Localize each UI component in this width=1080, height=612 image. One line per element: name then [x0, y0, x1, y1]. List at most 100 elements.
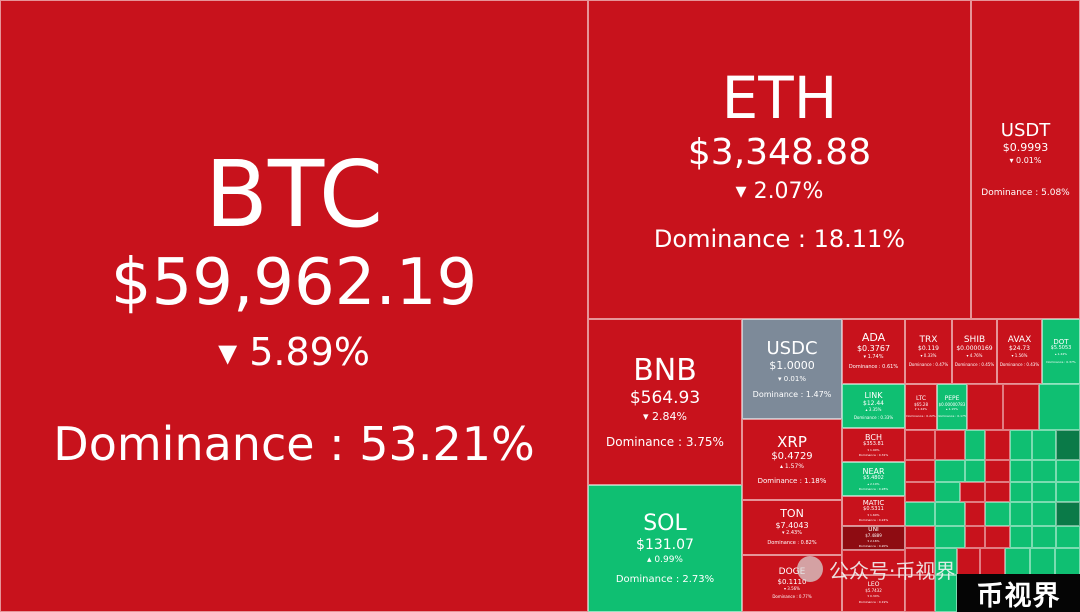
tile-dominance: Dominance : 5.08%	[981, 187, 1070, 198]
tile-dot[interactable]: DOT $5.5053 ▴ 1.44% Dominance : 0.37%	[1042, 319, 1080, 384]
small-coin-tile[interactable]	[1003, 384, 1039, 430]
tile-symbol: MATIC	[862, 499, 885, 508]
tile-symbol: PEPE	[944, 394, 960, 402]
small-coin-tile[interactable]	[985, 460, 1010, 482]
small-coin-tile[interactable]	[935, 526, 965, 548]
tile-symbol: BCH	[865, 432, 882, 442]
small-coin-tile[interactable]	[1056, 526, 1080, 548]
small-coin-tile[interactable]	[1010, 502, 1032, 526]
tile-dominance: Dominance : 0.20%	[858, 544, 889, 549]
small-coin-tile[interactable]	[905, 430, 935, 460]
small-coin-tile[interactable]	[905, 460, 935, 482]
tile-link[interactable]: LINK $12.44 ▴ 3.35% Dominance : 0.33%	[842, 384, 905, 428]
small-coin-tile[interactable]	[980, 548, 1005, 575]
tile-usdt[interactable]: USDT $0.9993 ▾ 0.01% Dominance : 5.08%	[971, 0, 1080, 319]
tile-pepe[interactable]: PEPE $0.00000783 ▴ 1.15% Dominance : 0.17%	[937, 384, 967, 430]
tile-symbol: DOGE	[778, 567, 806, 578]
tile-doge[interactable]: DOGE $0.1110 ▾ 3.56% Dominance : 0.77%	[742, 555, 842, 612]
tile-uni[interactable]: UNI $7.4889 ▾ 2.16% Dominance : 0.20%	[842, 526, 905, 550]
tile-ltc[interactable]: LTC $65.28 ▾ 1.44% Dominance : 0.22%	[905, 384, 937, 430]
tile-xrp[interactable]: XRP $0.4729 ▴ 1.57% Dominance : 1.18%	[742, 419, 842, 500]
tile-dominance: Dominance : 0.77%	[772, 594, 812, 600]
small-coin-tile[interactable]	[1030, 548, 1055, 575]
tile-change: ▴ 0.99%	[647, 554, 683, 565]
small-coin-tile[interactable]	[1010, 460, 1032, 482]
tile-dominance: Dominance : 18.11%	[653, 225, 906, 254]
small-coin-tile[interactable]	[965, 460, 985, 482]
small-coin-tile[interactable]	[985, 502, 1010, 526]
small-coin-tile[interactable]	[1032, 502, 1056, 526]
small-coin-tile[interactable]	[1055, 548, 1080, 575]
tile-price: $0.4729	[771, 450, 813, 462]
tile-symbol: LINK	[864, 391, 883, 401]
small-coin-tile[interactable]	[905, 482, 935, 502]
tile-change: ▾ 4.76%	[966, 352, 983, 358]
small-coin-tile[interactable]	[1032, 430, 1056, 460]
small-coin-tile[interactable]	[965, 526, 985, 548]
small-coin-tile[interactable]	[1032, 460, 1056, 482]
small-coin-tile[interactable]	[960, 482, 985, 502]
tile-price: $5.4802	[863, 474, 884, 481]
small-coin-tile[interactable]	[1039, 384, 1080, 430]
tile-price: $1.0000	[769, 358, 815, 372]
small-coin-tile[interactable]	[1032, 482, 1056, 502]
small-coin-tile[interactable]	[985, 482, 1010, 502]
tile-change: ▴ 1.44%	[1055, 351, 1067, 356]
tile-price: $59,962.19	[110, 246, 478, 321]
tile-price: $3,348.88	[687, 131, 872, 173]
small-coin-tile[interactable]	[985, 430, 1010, 460]
small-coin-tile[interactable]	[1056, 430, 1080, 460]
small-coin-tile[interactable]	[1010, 482, 1032, 502]
tile-change: ▴ 1.57%	[780, 463, 804, 471]
tile-shib[interactable]: SHIB $0.0000169 ▾ 4.76% Dominance : 0.45%	[952, 319, 997, 384]
small-coin-tile[interactable]	[965, 430, 985, 460]
tile-trx[interactable]: TRX $0.119 ▾ 0.33% Dominance : 0.47%	[905, 319, 952, 384]
small-coin-tile[interactable]	[1056, 482, 1080, 502]
small-coin-tile[interactable]	[935, 430, 965, 460]
small-coin-tile[interactable]	[1010, 526, 1032, 548]
small-coin-tile[interactable]	[1010, 430, 1032, 460]
tile-dominance: Dominance : 3.75%	[606, 434, 724, 449]
small-coin-tile[interactable]	[985, 526, 1010, 548]
tile-bnb[interactable]: BNB $564.93 ▾ 2.84% Dominance : 3.75%	[588, 319, 742, 485]
small-coin-tile[interactable]	[905, 526, 935, 548]
tile-sol[interactable]: SOL $131.07 ▴ 0.99% Dominance : 2.73%	[588, 485, 742, 612]
tile-price: $0.0000169	[956, 344, 993, 352]
small-coin-tile[interactable]	[1005, 548, 1030, 575]
small-coin-tile[interactable]	[905, 575, 935, 612]
small-coin-tile[interactable]	[957, 548, 980, 575]
tile-dominance: Dominance : 0.43%	[999, 362, 1040, 368]
small-coin-tile[interactable]	[935, 482, 960, 502]
small-coin-tile[interactable]	[1032, 526, 1056, 548]
tile-dominance: Dominance : 53.21%	[53, 416, 535, 471]
tile-usdc[interactable]: USDC $1.0000 ▾ 0.01% Dominance : 1.47%	[742, 319, 842, 419]
small-coin-tile[interactable]	[935, 548, 957, 575]
tile-price: $0.3767	[856, 344, 891, 354]
tile-symbol: ADA	[861, 330, 886, 344]
tile-change: ▾ 3.56%	[784, 585, 800, 591]
tile-dominance: Dominance : 0.19%	[858, 600, 889, 605]
small-coin-tile[interactable]	[905, 502, 935, 526]
small-coin-tile[interactable]	[965, 502, 985, 526]
tile-eth[interactable]: ETH $3,348.88 ▾ 2.07% Dominance : 18.11%	[588, 0, 971, 319]
small-coin-tile[interactable]	[935, 502, 965, 526]
small-coin-tile[interactable]	[1056, 460, 1080, 482]
small-coin-tile[interactable]	[1056, 502, 1080, 526]
small-coin-tile[interactable]	[905, 548, 935, 575]
small-coin-tile[interactable]	[842, 550, 905, 575]
tile-dominance: Dominance : 0.33%	[853, 415, 894, 421]
tile-matic[interactable]: MATIC $0.5311 ▾ 1.60% Dominance : 0.24%	[842, 496, 905, 526]
tile-avax[interactable]: AVAX $24.73 ▾ 1.56% Dominance : 0.43%	[997, 319, 1042, 384]
tile-change: ▴ 2.10%	[867, 481, 880, 486]
tile-near[interactable]: NEAR $5.4802 ▴ 2.10% Dominance : 0.28%	[842, 462, 905, 496]
tile-btc[interactable]: BTC $59,962.19 ▾ 5.89% Dominance : 53.21%	[0, 0, 588, 612]
tile-bch[interactable]: BCH $353.81 ▾ 1.90% Dominance : 0.31%	[842, 428, 905, 462]
small-coin-tile[interactable]	[967, 384, 1003, 430]
tile-change: ▾ 2.16%	[867, 538, 880, 543]
small-coin-tile[interactable]	[935, 460, 965, 482]
tile-ton[interactable]: TON $7.4043 ▾ 2.43% Dominance : 0.82%	[742, 500, 842, 555]
tile-ada[interactable]: ADA $0.3767 ▾ 1.74% Dominance : 0.61%	[842, 319, 905, 384]
tile-price: $353.81	[863, 440, 884, 447]
tile-price: $131.07	[636, 536, 694, 553]
tile-price: $5.5053	[1050, 345, 1072, 352]
